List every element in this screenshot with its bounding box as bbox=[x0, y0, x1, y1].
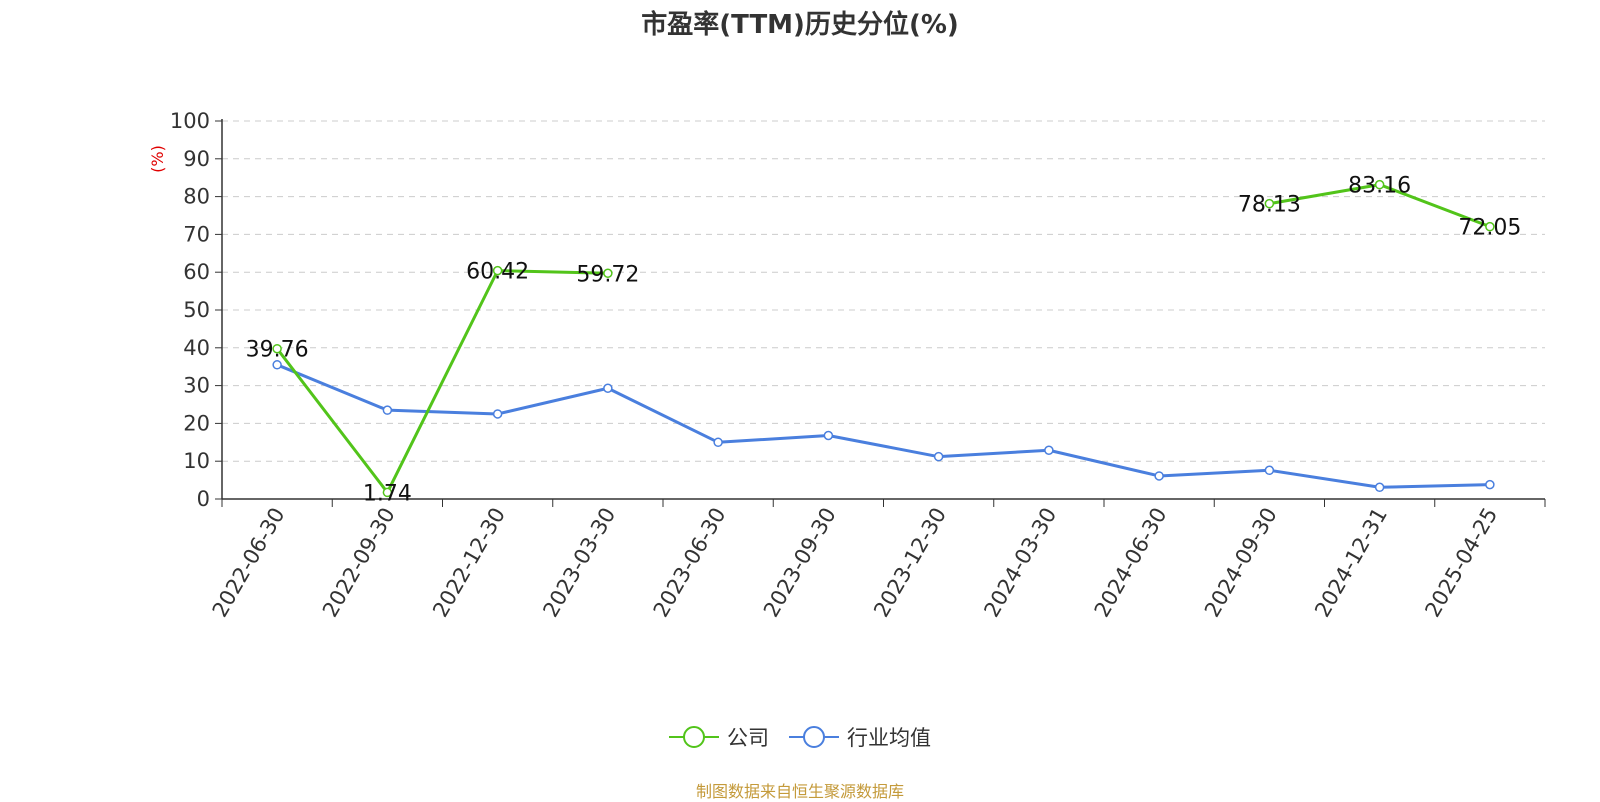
y-tick-label-20: 20 bbox=[183, 411, 210, 435]
y-tick-label-80: 80 bbox=[183, 185, 210, 209]
data-label-2022-09-30: 1.74 bbox=[363, 481, 412, 506]
y-tick-label-30: 30 bbox=[183, 374, 210, 398]
series-1-point-2023-12-30 bbox=[933, 451, 944, 462]
x-tick-label-2022-06-30: 2022-06-30 bbox=[208, 504, 290, 622]
series-1-point-2024-03-30 bbox=[1044, 445, 1054, 455]
series-1-line-segment-0 bbox=[276, 363, 1490, 489]
legend: 公司 行业均值 bbox=[0, 722, 1600, 752]
x-tick-label-2023-03-30: 2023-03-30 bbox=[538, 504, 620, 622]
y-tick-label-10: 10 bbox=[183, 449, 210, 473]
x-tick-label-2023-06-30: 2023-06-30 bbox=[649, 504, 731, 622]
series-0-point-2022-06-30 bbox=[272, 343, 282, 354]
series-1-point-2024-06-30 bbox=[1154, 471, 1164, 481]
x-tick-label-2024-09-30: 2024-09-30 bbox=[1200, 504, 1282, 622]
x-tick-label-2024-06-30: 2024-06-30 bbox=[1090, 504, 1172, 622]
x-tick-label-2022-12-30: 2022-12-30 bbox=[428, 504, 510, 622]
series-lines bbox=[272, 179, 1495, 498]
data-label-2023-03-30: 59.72 bbox=[576, 262, 639, 287]
series-1-point-2022-12-30 bbox=[492, 409, 503, 419]
legend-item-industry-average[interactable]: 行业均值 bbox=[789, 722, 931, 752]
y-tick-label-50: 50 bbox=[183, 298, 210, 322]
y-tick-label-40: 40 bbox=[183, 336, 210, 360]
x-tick-label-2023-12-30: 2023-12-30 bbox=[869, 504, 951, 622]
series-0-point-2025-04-25 bbox=[1485, 221, 1495, 232]
x-tick-label-2023-09-30: 2023-09-30 bbox=[759, 504, 841, 622]
data-label-2024-09-30: 78.13 bbox=[1238, 193, 1301, 218]
grid-lines bbox=[222, 120, 1545, 462]
y-tick-label-70: 70 bbox=[183, 222, 210, 246]
x-tick-label-2024-12-31: 2024-12-31 bbox=[1310, 504, 1392, 622]
series-1-point-2023-09-30 bbox=[823, 430, 834, 441]
data-label-2025-04-25: 72.05 bbox=[1458, 216, 1521, 241]
series-1-point-2022-06-30 bbox=[272, 360, 282, 370]
y-tick-label-60: 60 bbox=[183, 260, 210, 284]
x-tick-label-2024-03-30: 2024-03-30 bbox=[979, 504, 1061, 622]
x-tick-label-2022-09-30: 2022-09-30 bbox=[318, 504, 400, 622]
series-0-line-segment-0 bbox=[275, 269, 608, 494]
data-label-2022-06-30: 39.76 bbox=[246, 338, 309, 363]
y-axis-title: (%) bbox=[148, 145, 167, 173]
series-1-point-2022-09-30 bbox=[382, 405, 393, 415]
legend-label-company: 公司 bbox=[727, 726, 769, 750]
legend-marker-industry-average bbox=[789, 726, 839, 748]
series-1-point-2023-06-30 bbox=[713, 437, 723, 448]
y-tick-label-90: 90 bbox=[183, 147, 210, 171]
series-1-point-2024-09-30 bbox=[1264, 465, 1275, 476]
series-1-point-2025-04-25 bbox=[1485, 479, 1495, 490]
series-0-point-2023-03-30 bbox=[603, 268, 613, 279]
axes: 0 10 20 30 40 50 60 70 80 90 100(%) 2022-06-30 2022-… bbox=[148, 109, 1546, 622]
legend-label-industry-average: 行业均值 bbox=[847, 726, 931, 750]
source-note: 制图数据来自恒生聚源数据库 bbox=[695, 782, 904, 801]
data-label-2022-12-30: 60.42 bbox=[466, 260, 529, 285]
chart-title: 市盈率(TTM)历史分位(%) bbox=[641, 10, 959, 40]
x-tick-label-2025-04-25: 2025-04-25 bbox=[1420, 504, 1502, 622]
legend-marker-company bbox=[669, 726, 719, 748]
data-label-2024-12-31: 83.16 bbox=[1348, 174, 1411, 199]
y-tick-label-100: 100 bbox=[170, 109, 210, 133]
series-0-point-2024-09-30 bbox=[1264, 198, 1275, 209]
y-tick-label-0: 0 bbox=[197, 487, 210, 511]
series-0-point-2022-12-30 bbox=[492, 265, 503, 276]
legend-item-company[interactable]: 公司 bbox=[669, 722, 769, 752]
series-1-point-2023-03-30 bbox=[603, 383, 613, 393]
series-0-point-2022-09-30 bbox=[382, 487, 393, 498]
series-1-point-2024-12-31 bbox=[1374, 482, 1385, 493]
data-labels: 39.76 1.74 60.42 59.72 78.13 83.16 72.05 bbox=[246, 174, 1522, 507]
series-0-point-2024-12-31 bbox=[1374, 179, 1385, 190]
